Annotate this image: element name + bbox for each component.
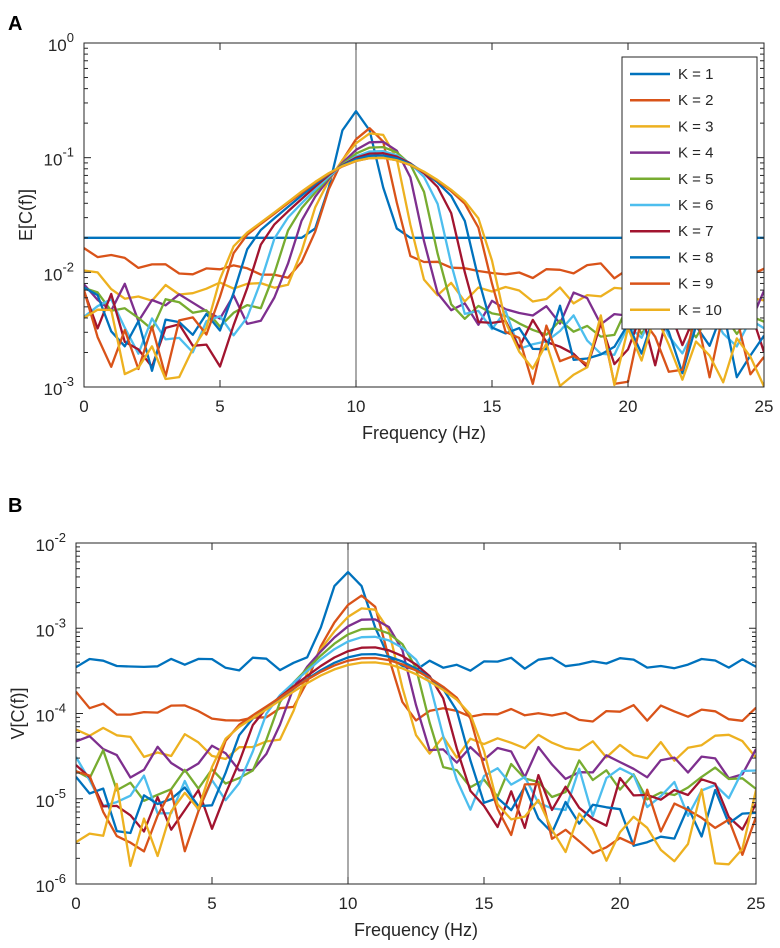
- legend-entry: K = 7: [678, 223, 713, 240]
- x-tick-label: 15: [483, 397, 502, 416]
- y-tick-base: 10: [44, 380, 63, 399]
- y-tick-label: 10-6: [36, 871, 66, 896]
- x-tick-label: 5: [215, 397, 224, 416]
- x-tick-label: 0: [79, 397, 88, 416]
- y-tick-label: 100: [48, 30, 74, 55]
- y-tick-label: 10-1: [44, 145, 74, 170]
- x-tick-label: 15: [475, 894, 494, 913]
- y-tick-exponent: -3: [54, 615, 66, 630]
- series-group: [76, 570, 756, 868]
- x-tick-label: 20: [619, 397, 638, 416]
- y-tick-label: 10-3: [36, 615, 66, 640]
- series-line-k4: [76, 618, 756, 781]
- y-tick-base: 10: [36, 792, 55, 811]
- panel-label: A: [8, 13, 22, 35]
- y-tick-exponent: -4: [54, 701, 66, 716]
- y-tick-label: 10-2: [36, 530, 66, 555]
- y-tick-base: 10: [36, 621, 55, 640]
- y-tick-label: 10-4: [36, 701, 66, 726]
- y-tick-exponent: 0: [67, 30, 74, 45]
- x-tick-label: 5: [207, 894, 216, 913]
- y-axis-label: V[C(f)]: [8, 688, 28, 740]
- legend-entry: K = 8: [678, 249, 713, 266]
- y-tick-exponent: -2: [62, 259, 74, 274]
- x-tick-label: 10: [347, 397, 366, 416]
- legend-entry: K = 10: [678, 302, 722, 319]
- y-tick-base: 10: [44, 265, 63, 284]
- y-tick-base: 10: [36, 707, 55, 726]
- legend-entry: K = 1: [678, 66, 713, 83]
- series-line-k7: [76, 646, 756, 833]
- y-tick-exponent: -1: [62, 145, 74, 160]
- legend-entry: K = 3: [678, 118, 713, 135]
- y-tick-exponent: -2: [54, 530, 66, 545]
- series-line-k10: [76, 661, 756, 868]
- x-axis-label: Frequency (Hz): [354, 920, 478, 940]
- y-tick-label: 10-5: [36, 786, 66, 811]
- legend-entry: K = 5: [678, 171, 713, 188]
- x-tick-label: 25: [747, 894, 766, 913]
- series-line-k2: [76, 594, 756, 723]
- series-line-k8: [76, 652, 756, 847]
- y-tick-label: 10-2: [44, 259, 74, 284]
- legend: K = 1 K = 2 K = 3 K = 4 K = 5 K = 6 K = 7 K = 8…: [621, 56, 758, 330]
- y-tick-label: 10-3: [44, 374, 74, 399]
- plot-frame: [83, 42, 765, 388]
- series-line-k3: [76, 607, 756, 762]
- series-group: [84, 109, 764, 387]
- x-axis-label: Frequency (Hz): [362, 423, 486, 443]
- y-tick-base: 10: [36, 536, 55, 555]
- y-tick-base: 10: [44, 151, 63, 170]
- series-line-k6: [76, 635, 756, 818]
- x-tick-label: 10: [339, 894, 358, 913]
- series-line-k1: [76, 570, 756, 672]
- y-tick-base: 10: [36, 877, 55, 896]
- y-tick-exponent: -6: [54, 871, 66, 886]
- legend-entry: K = 6: [678, 197, 713, 214]
- y-tick-exponent: -3: [62, 374, 74, 389]
- y-tick-exponent: -5: [54, 786, 66, 801]
- series-line-k9: [76, 656, 756, 856]
- y-tick-base: 10: [48, 36, 67, 55]
- chart-panel-B: B0 5 10 15 20 2510-610-510-410-310-2Frequency…: [8, 495, 765, 940]
- legend-entry: K = 2: [678, 92, 713, 109]
- panel-label: B: [8, 495, 22, 517]
- legend-entry: K = 9: [678, 276, 713, 293]
- y-axis-label: E[C(f)]: [16, 189, 36, 241]
- legend-entry: K = 4: [678, 145, 713, 162]
- x-tick-label: 20: [611, 894, 630, 913]
- x-tick-label: 25: [755, 397, 774, 416]
- x-tick-label: 0: [71, 894, 80, 913]
